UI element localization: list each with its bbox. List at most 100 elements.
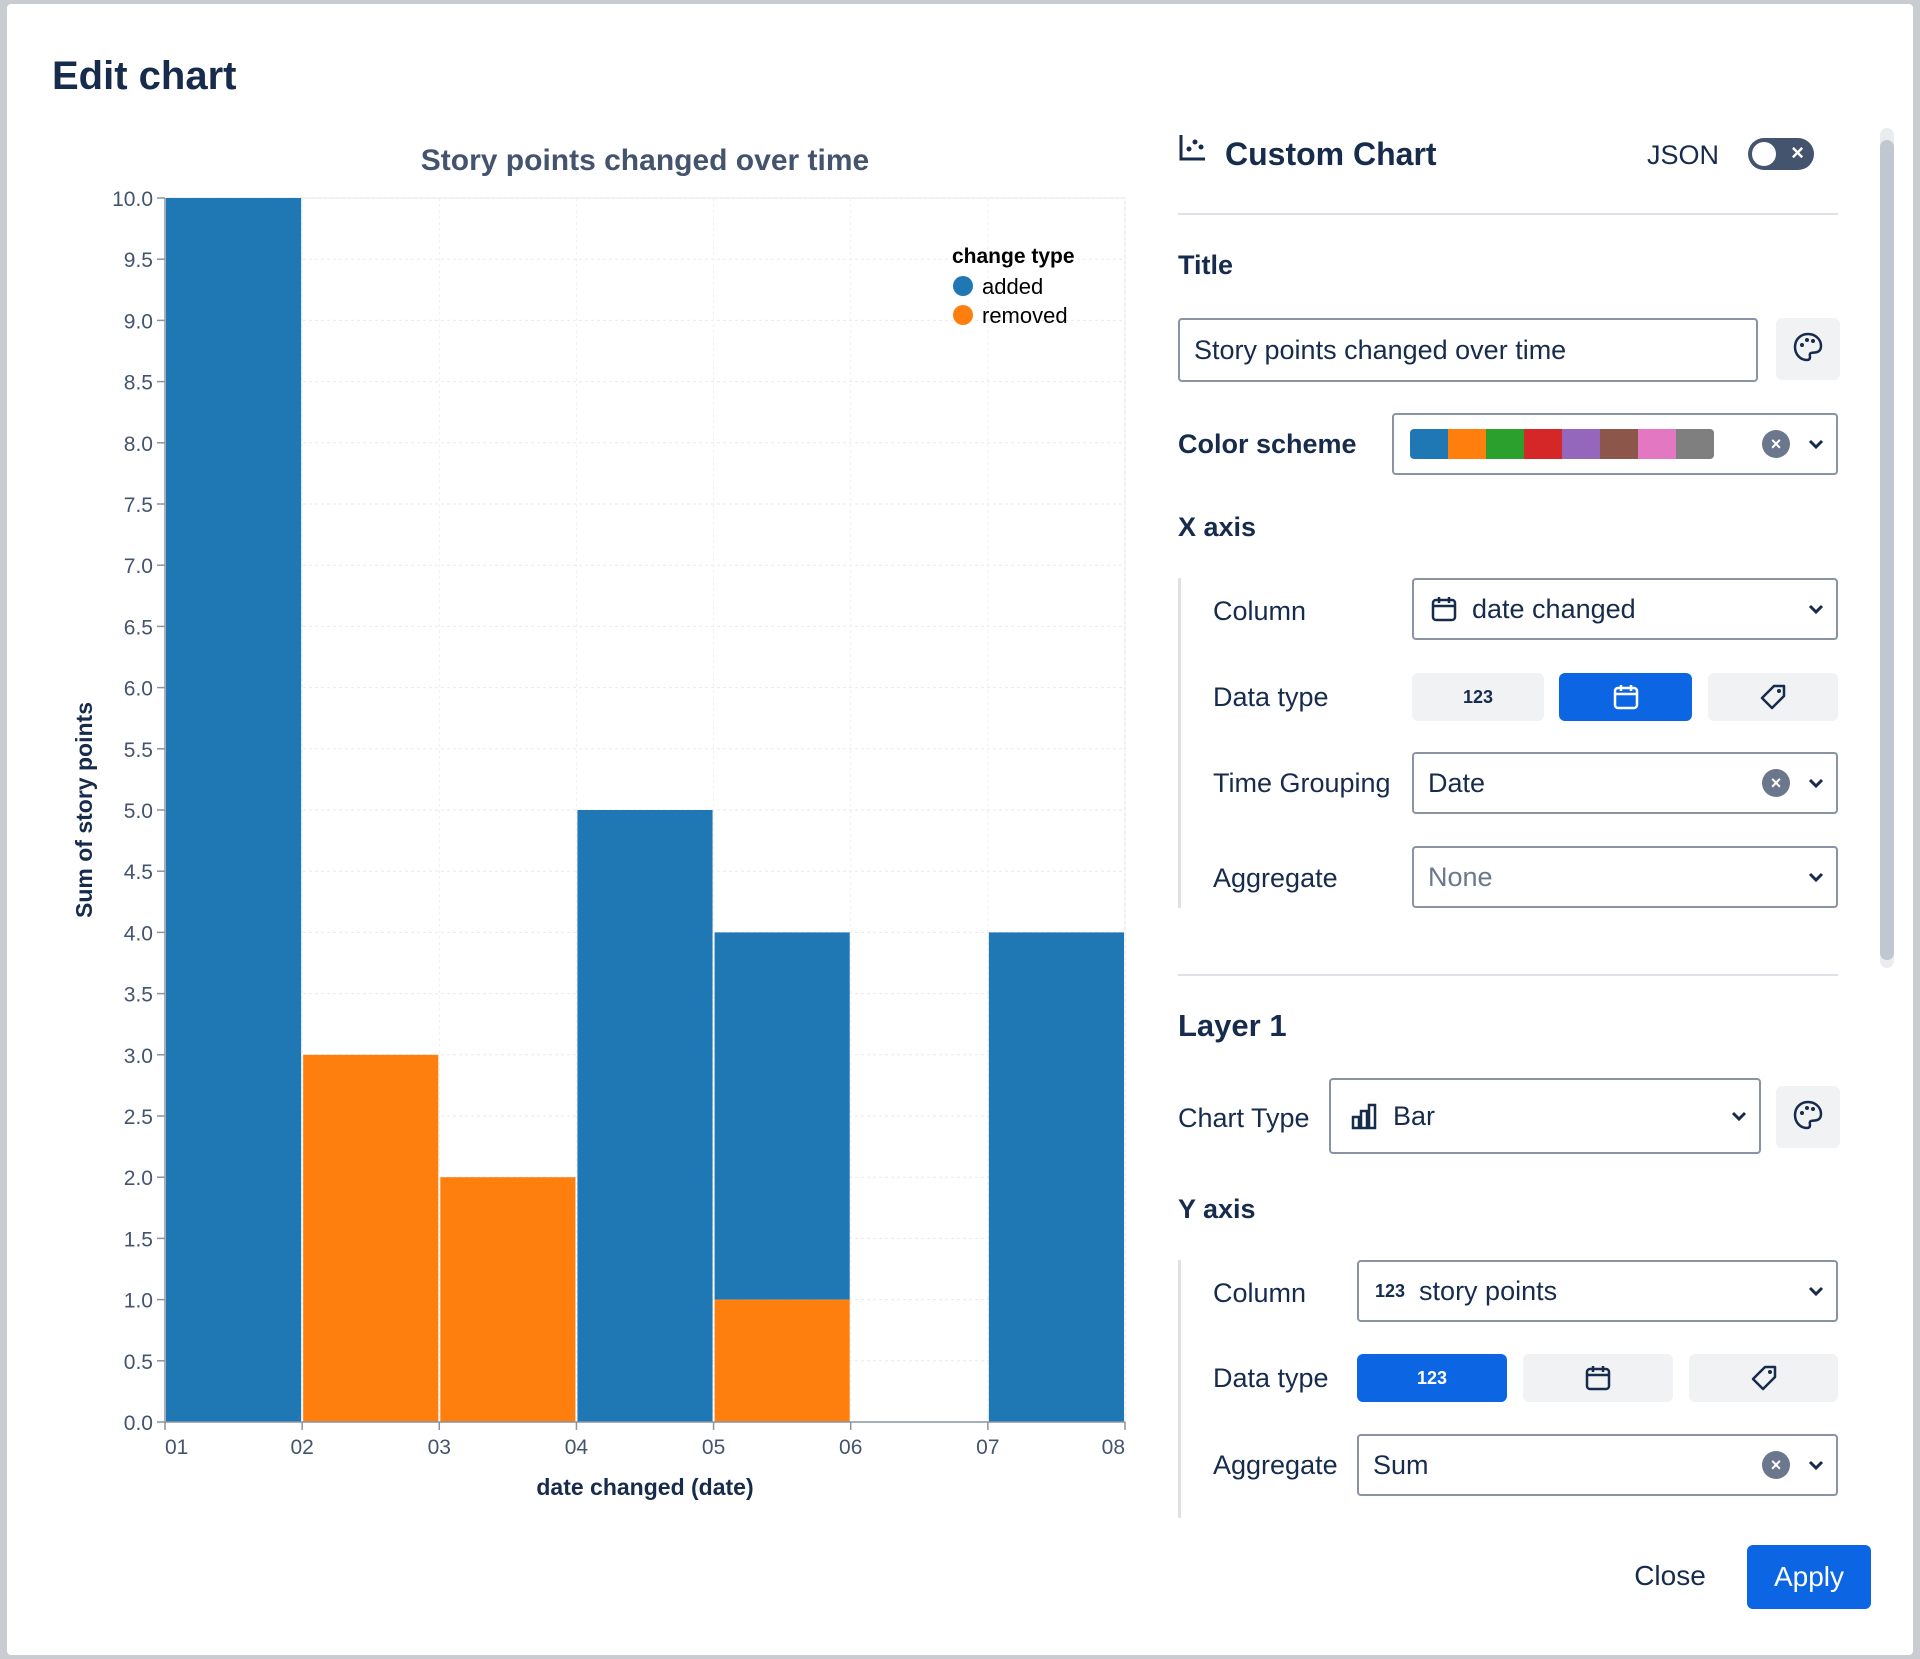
x-data-type-label: Data type bbox=[1213, 682, 1329, 712]
x-column-select[interactable]: date changed bbox=[1412, 578, 1838, 640]
x-axis-group-line bbox=[1178, 578, 1181, 908]
layer-title: Layer 1 bbox=[1178, 1008, 1287, 1043]
x-tick-label: 01 bbox=[165, 1436, 188, 1459]
y-tick-label: 6.0 bbox=[124, 678, 153, 701]
color-swatch bbox=[1410, 429, 1448, 459]
x-tick-label: 04 bbox=[565, 1436, 589, 1459]
x-tick-label: 08 bbox=[1102, 1436, 1125, 1459]
title-style-button[interactable] bbox=[1776, 318, 1840, 380]
x-column-label: Column bbox=[1213, 596, 1307, 626]
legend-label-removed: removed bbox=[982, 303, 1068, 328]
chart-bars bbox=[166, 198, 1124, 1422]
x-data-type-date[interactable] bbox=[1559, 673, 1692, 721]
layer-style-button[interactable] bbox=[1776, 1086, 1840, 1148]
time-grouping-select[interactable]: Date × bbox=[1412, 752, 1838, 814]
chevron-down-icon[interactable] bbox=[1796, 415, 1836, 473]
color-swatch bbox=[1638, 429, 1676, 459]
bar-chart-icon bbox=[1349, 1101, 1379, 1131]
panel-scrollbar-thumb[interactable] bbox=[1880, 140, 1894, 960]
close-icon: × bbox=[1791, 140, 1804, 165]
color-swatch bbox=[1448, 429, 1486, 459]
title-label: Title bbox=[1178, 250, 1234, 280]
divider bbox=[1178, 213, 1838, 215]
y-tick-label: 1.0 bbox=[124, 1290, 153, 1313]
y-tick-label: 9.0 bbox=[124, 310, 153, 333]
y-tick-label: 5.5 bbox=[124, 739, 153, 762]
calendar-icon bbox=[1584, 1364, 1612, 1392]
bar-removed-03 bbox=[440, 1177, 576, 1422]
y-tick-label: 5.0 bbox=[124, 800, 153, 823]
clear-icon[interactable]: × bbox=[1762, 769, 1790, 797]
y-tick-label: 7.0 bbox=[124, 555, 153, 578]
y-tick-label: 8.0 bbox=[124, 433, 153, 456]
legend-marker-added bbox=[953, 276, 973, 296]
x-data-type-category[interactable] bbox=[1708, 673, 1838, 721]
json-label: JSON bbox=[1647, 140, 1720, 170]
title-input[interactable]: Story points changed over time bbox=[1178, 318, 1758, 382]
y-aggregate-select[interactable]: Sum × bbox=[1357, 1434, 1838, 1496]
y-column-value: story points bbox=[1419, 1275, 1558, 1306]
chevron-down-icon[interactable] bbox=[1719, 1080, 1759, 1152]
y-data-type-number[interactable]: 123 bbox=[1357, 1354, 1507, 1402]
number-icon: 123 bbox=[1375, 1280, 1406, 1301]
y-data-type-category[interactable] bbox=[1689, 1354, 1838, 1402]
y-tick-label: 6.5 bbox=[124, 616, 153, 639]
x-data-type-number[interactable]: 123 bbox=[1412, 673, 1544, 721]
chevron-down-icon[interactable] bbox=[1796, 580, 1836, 638]
palette-icon bbox=[1792, 1099, 1824, 1136]
title-input-value: Story points changed over time bbox=[1194, 334, 1567, 365]
tag-icon bbox=[1750, 1364, 1778, 1392]
x-tick-label: 05 bbox=[702, 1436, 725, 1459]
color-scheme-label: Color scheme bbox=[1178, 429, 1357, 459]
bar-added-05 bbox=[714, 932, 850, 1300]
y-data-type-date[interactable] bbox=[1523, 1354, 1673, 1402]
legend-marker-removed bbox=[953, 305, 973, 325]
y-tick-label: 2.0 bbox=[124, 1167, 153, 1190]
color-scheme-select[interactable]: × bbox=[1392, 413, 1838, 475]
y-tick-label: 0.5 bbox=[124, 1351, 153, 1374]
y-axis-group-line bbox=[1178, 1260, 1181, 1518]
color-swatch bbox=[1524, 429, 1562, 459]
bar-removed-02 bbox=[303, 1054, 439, 1422]
y-tick-label: 8.5 bbox=[124, 372, 153, 395]
legend-title: change type bbox=[952, 245, 1075, 268]
time-grouping-value: Date bbox=[1428, 767, 1486, 798]
y-column-label: Column bbox=[1213, 1278, 1307, 1308]
chevron-down-icon[interactable] bbox=[1796, 754, 1836, 812]
x-tick-label: 07 bbox=[976, 1436, 999, 1459]
chart-type-value: Bar bbox=[1393, 1100, 1436, 1131]
chevron-down-icon[interactable] bbox=[1796, 1262, 1836, 1320]
calendar-icon bbox=[1430, 595, 1458, 623]
json-toggle[interactable]: × bbox=[1748, 138, 1814, 170]
number-icon: 123 bbox=[1416, 1367, 1448, 1388]
x-aggregate-select[interactable]: None bbox=[1412, 846, 1838, 908]
calendar-icon bbox=[1612, 683, 1640, 711]
modal-title: Edit chart bbox=[52, 54, 237, 98]
chevron-down-icon[interactable] bbox=[1796, 848, 1836, 906]
color-swatch bbox=[1600, 429, 1638, 459]
clear-icon[interactable]: × bbox=[1762, 1451, 1790, 1479]
y-aggregate-label: Aggregate bbox=[1213, 1450, 1338, 1480]
x-tick-label: 03 bbox=[428, 1436, 451, 1459]
y-tick-label: 2.5 bbox=[124, 1106, 153, 1129]
x-aggregate-placeholder: None bbox=[1428, 861, 1493, 892]
x-axis-label: date changed (date) bbox=[536, 1474, 753, 1500]
number-icon: 123 bbox=[1462, 686, 1494, 707]
color-swatches bbox=[1410, 429, 1714, 459]
close-button[interactable]: Close bbox=[1610, 1545, 1730, 1607]
clear-icon[interactable]: × bbox=[1762, 430, 1790, 458]
color-swatch bbox=[1562, 429, 1600, 459]
palette-icon bbox=[1792, 331, 1824, 368]
y-column-select[interactable]: 123 story points bbox=[1357, 1260, 1838, 1322]
legend-label-added: added bbox=[982, 274, 1043, 299]
y-tick-label: 9.5 bbox=[124, 249, 153, 272]
chart-type-label: Chart Type bbox=[1178, 1103, 1310, 1133]
y-tick-label: 10.0 bbox=[112, 188, 153, 211]
x-aggregate-label: Aggregate bbox=[1213, 863, 1338, 893]
apply-button[interactable]: Apply bbox=[1747, 1545, 1871, 1609]
x-tick-label: 06 bbox=[839, 1436, 862, 1459]
x-column-value: date changed bbox=[1472, 593, 1636, 624]
chevron-down-icon[interactable] bbox=[1796, 1436, 1836, 1494]
chart-type-select[interactable]: Bar bbox=[1329, 1078, 1761, 1154]
y-axis-label: Sum of story points bbox=[71, 702, 97, 918]
